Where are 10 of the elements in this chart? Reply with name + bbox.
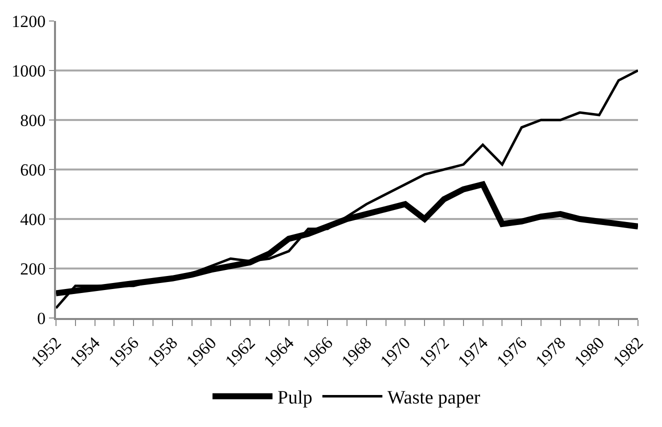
y-tick-label: 600 xyxy=(20,160,46,180)
line-series xyxy=(56,69,638,310)
y-tick-label: 400 xyxy=(20,210,46,229)
legend-label: Pulp xyxy=(278,388,312,409)
legend-label: Waste paper xyxy=(387,388,481,409)
y-tick-label: 1000 xyxy=(12,61,46,80)
y-tick-label: 0 xyxy=(37,308,46,328)
y-tick-label: 200 xyxy=(20,259,46,278)
y-tick-label: 800 xyxy=(20,110,46,130)
y-tick-label: 1200 xyxy=(12,12,46,31)
